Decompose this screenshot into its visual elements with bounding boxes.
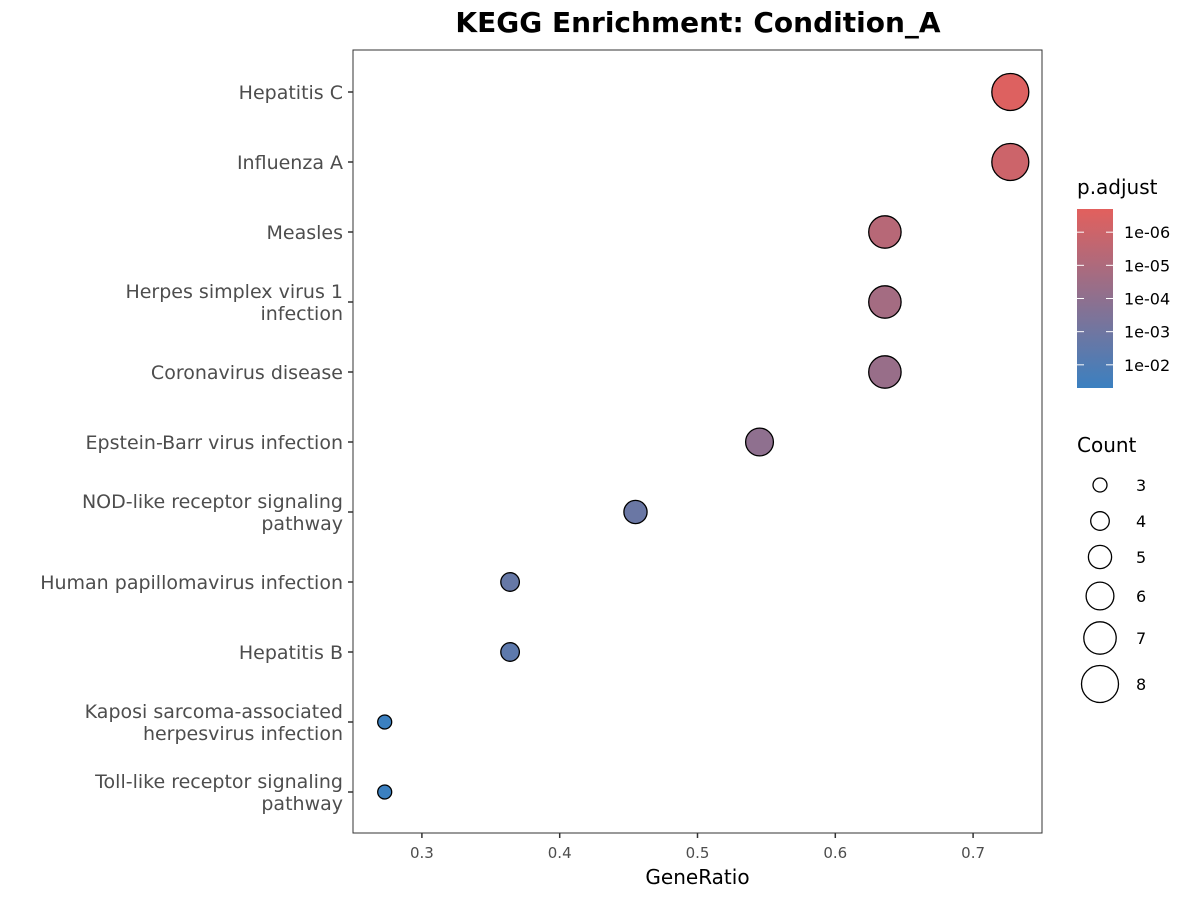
size-legend-key [1080,664,1120,704]
color-legend-label: 1e-03 [1124,323,1170,342]
y-tick-label: Coronavirus disease [151,362,343,384]
y-tick-label: Hepatitis B [239,642,343,664]
size-legend-label: 8 [1136,675,1146,694]
data-point [991,142,1030,182]
size-legend-label: 6 [1136,587,1146,606]
size-legend-label: 5 [1136,548,1146,567]
color-legend-label: 1e-06 [1124,223,1170,242]
data-point [623,499,648,525]
data-point [377,714,393,730]
color-legend-label: 1e-04 [1124,290,1170,309]
x-tick-label: 0.3 [410,844,434,862]
size-legend-label: 7 [1136,629,1146,648]
data-point [868,215,902,249]
x-tick-label: 0.7 [961,844,985,862]
color-legend-label: 1e-05 [1124,256,1170,275]
size-legend-key [1083,621,1117,655]
y-tick-label: NOD-like receptor signaling pathway [82,491,343,535]
y-tick-label: Measles [267,222,344,244]
y-tick-label: Toll-like receptor signaling pathway [94,771,343,815]
x-tick-label: 0.6 [823,844,847,862]
size-legend-key [1090,511,1110,531]
data-point [377,784,393,800]
data-point [868,285,902,319]
size-legend-key [1085,581,1115,611]
y-tick-label: Human papillomavirus infection [40,572,343,594]
plot-panel [352,49,1043,834]
y-tick-label: Epstein-Barr virus infection [86,432,343,454]
color-legend-title: p.adjust [1077,175,1158,199]
size-legend-label: 4 [1136,512,1146,531]
size-legend-key [1092,477,1108,493]
chart-title: KEGG Enrichment: Condition_A [455,6,940,39]
size-legend-label: 3 [1136,476,1146,495]
color-legend-label: 1e-02 [1124,356,1170,375]
data-point [744,427,775,457]
y-tick-label: Influenza A [237,152,343,174]
data-point [500,642,521,662]
data-point [868,355,902,389]
x-tick-label: 0.5 [686,844,710,862]
x-tick-label: 0.4 [548,844,572,862]
y-tick-label: Kaposi sarcoma-associated herpesvirus inf… [85,701,343,745]
data-point [500,572,521,592]
y-tick-label: Herpes simplex virus 1 infection [125,281,343,325]
y-tick-label: Hepatitis C [239,82,343,104]
data-point [991,72,1030,112]
size-legend-key [1087,544,1113,570]
size-legend-title: Count [1077,433,1137,457]
x-axis-title: GeneRatio [645,865,749,889]
